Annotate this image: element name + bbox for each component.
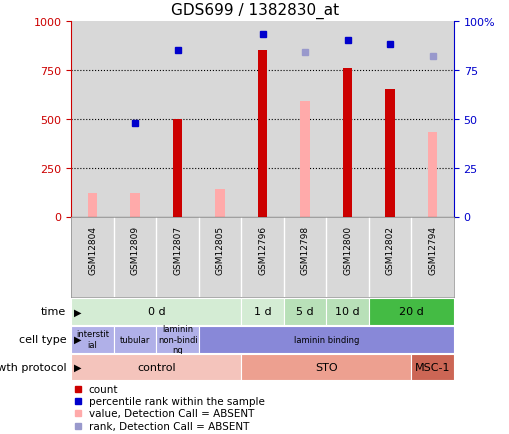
Bar — [241, 22, 284, 217]
Text: ▶: ▶ — [74, 362, 81, 372]
Text: count: count — [89, 384, 118, 394]
Bar — [156, 326, 199, 353]
Text: GSM12804: GSM12804 — [88, 225, 97, 274]
Text: ▶: ▶ — [74, 307, 81, 316]
Bar — [284, 22, 326, 217]
Text: GSM12805: GSM12805 — [215, 225, 224, 274]
Text: tubular: tubular — [120, 335, 150, 344]
Bar — [71, 326, 114, 353]
Text: GSM12809: GSM12809 — [130, 225, 139, 274]
Bar — [88, 194, 97, 217]
Bar — [114, 22, 156, 217]
Bar — [71, 354, 241, 381]
Bar — [368, 22, 411, 217]
Text: GSM12796: GSM12796 — [258, 225, 267, 274]
Text: laminin binding: laminin binding — [293, 335, 358, 344]
Text: control: control — [137, 362, 176, 372]
Text: growth protocol: growth protocol — [0, 362, 66, 372]
Bar — [385, 90, 394, 217]
Bar — [71, 298, 241, 325]
Bar — [156, 22, 199, 217]
Bar — [241, 354, 411, 381]
Text: GSM12798: GSM12798 — [300, 225, 309, 274]
Bar — [130, 194, 139, 217]
Text: MSC-1: MSC-1 — [414, 362, 449, 372]
Text: percentile rank within the sample: percentile rank within the sample — [89, 396, 264, 406]
Text: 20 d: 20 d — [398, 307, 423, 316]
Text: GSM12800: GSM12800 — [343, 225, 351, 274]
Text: GSM12794: GSM12794 — [428, 225, 436, 274]
Bar — [173, 119, 182, 217]
Text: ▶: ▶ — [74, 335, 81, 344]
Bar — [368, 298, 453, 325]
Text: 0 d: 0 d — [147, 307, 165, 316]
Bar — [114, 326, 156, 353]
Text: GDS699 / 1382830_at: GDS699 / 1382830_at — [171, 3, 338, 19]
Text: value, Detection Call = ABSENT: value, Detection Call = ABSENT — [89, 408, 253, 418]
Text: 10 d: 10 d — [335, 307, 359, 316]
Bar — [343, 69, 352, 217]
Bar — [71, 22, 114, 217]
Bar — [411, 22, 453, 217]
Bar — [199, 22, 241, 217]
Text: 1 d: 1 d — [253, 307, 271, 316]
Text: GSM12807: GSM12807 — [173, 225, 182, 274]
Text: cell type: cell type — [19, 335, 66, 344]
Bar — [284, 298, 326, 325]
Bar — [199, 326, 453, 353]
Text: laminin
non-bindi
ng: laminin non-bindi ng — [157, 325, 197, 354]
Text: GSM12802: GSM12802 — [385, 225, 394, 274]
Bar — [427, 133, 437, 217]
Bar — [411, 354, 453, 381]
Bar — [326, 298, 368, 325]
Bar — [258, 51, 267, 217]
Bar — [241, 298, 284, 325]
Bar — [215, 190, 224, 217]
Text: STO: STO — [315, 362, 337, 372]
Text: 5 d: 5 d — [296, 307, 314, 316]
Bar — [326, 22, 368, 217]
Text: time: time — [41, 307, 66, 316]
Bar — [300, 102, 309, 217]
Text: rank, Detection Call = ABSENT: rank, Detection Call = ABSENT — [89, 421, 248, 431]
Text: interstit
ial: interstit ial — [76, 330, 109, 349]
